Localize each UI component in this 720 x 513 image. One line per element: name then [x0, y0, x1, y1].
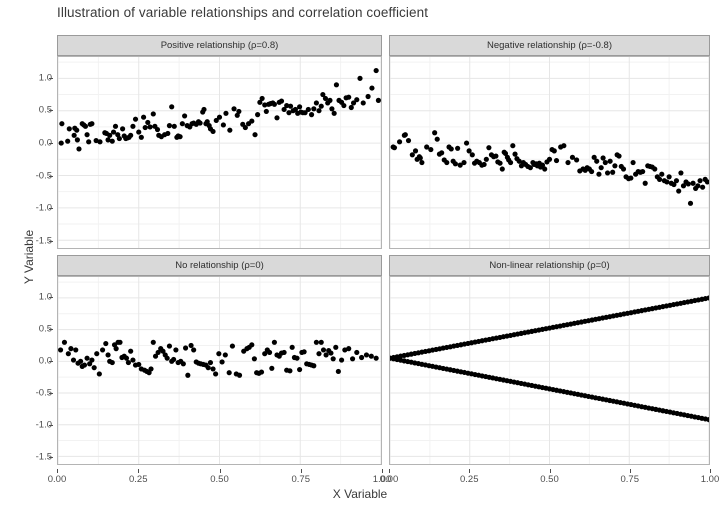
x-tick-label: 1.00: [372, 474, 392, 485]
y-tick-label: 0.0: [38, 355, 52, 367]
x-tick-label: 1.00: [700, 474, 720, 485]
x-tick-mark: [382, 469, 383, 473]
scatter-points: [390, 295, 709, 423]
panel-plot-area: [58, 57, 381, 248]
x-tick-mark: [710, 469, 711, 473]
x-tick-mark: [138, 469, 140, 473]
x-tick-label: 0.50: [210, 474, 229, 485]
scatter-points: [58, 68, 381, 152]
facet-nonlinear: Non-linear relationship (ρ=0): [389, 255, 710, 465]
scatter-points: [58, 339, 379, 378]
y-tick-mark: [49, 361, 53, 362]
y-tick-label: -1.0: [35, 419, 52, 431]
facet-label: Negative relationship (ρ=-0.8): [486, 40, 612, 51]
x-tick-label: 0.75: [291, 474, 311, 485]
y-axis-ticks: 1.0 1.0 0.5 0.5 0.0 0.0 -0.5 -0.5 -1.0 -1.0 -1.5 -1…: [0, 0, 53, 513]
y-tick-label: 0.0: [38, 137, 52, 149]
x-tick-label: 0.00: [47, 474, 67, 485]
x-axis-ticks-left: 0.00 0.25 0.50 0.75 1.00: [48, 469, 391, 487]
y-tick-mark: [49, 110, 53, 111]
x-tick-label: 0.25: [460, 474, 479, 485]
y-tick-mark: [49, 457, 53, 458]
y-tick-label: 0.5: [38, 104, 52, 116]
x-tick-mark: [469, 469, 471, 473]
y-tick-label: 1.0: [38, 291, 52, 303]
panel-plot-area: [58, 277, 381, 464]
x-tick-label: 0.25: [129, 474, 148, 485]
y-tick-mark: [49, 208, 53, 209]
y-tick-label: -1.5: [35, 451, 52, 463]
x-tick-mark: [219, 469, 221, 473]
y-tick-label: -1.5: [35, 235, 52, 247]
facet-label: Non-linear relationship (ρ=0): [489, 260, 610, 271]
y-tick-label: 1.0: [38, 72, 52, 84]
panel-negative: [389, 56, 710, 249]
y-tick-mark: [49, 143, 53, 144]
panel-nonlinear: [389, 276, 710, 465]
x-axis-ticks-right: 0.00 0.25 0.50 0.75 1.00: [380, 469, 719, 487]
x-axis-title: X Variable: [332, 487, 388, 501]
y-tick-mark: [49, 176, 53, 177]
page-title: Illustration of variable relationships a…: [57, 5, 429, 20]
panel-plot-area: [390, 277, 709, 464]
facet-strip-positive: Positive relationship (ρ=0.8): [57, 35, 382, 56]
x-tick-mark: [549, 469, 551, 473]
facet-strip-nonlinear: Non-linear relationship (ρ=0): [389, 255, 710, 276]
facet-none: No relationship (ρ=0): [57, 255, 382, 465]
x-tick-label: 0.00: [379, 474, 399, 485]
y-tick-label: 0.5: [38, 323, 52, 335]
x-tick-label: 0.50: [540, 474, 559, 485]
facet-strip-none: No relationship (ρ=0): [57, 255, 382, 276]
y-tick-mark: [49, 329, 53, 330]
scatter-points: [390, 130, 709, 206]
x-tick-mark: [300, 469, 302, 473]
y-tick-mark: [49, 78, 53, 79]
x-tick-mark: [389, 469, 390, 473]
y-tick-mark: [49, 425, 53, 426]
x-tick-mark: [57, 469, 58, 473]
y-tick-label: -1.0: [35, 202, 52, 214]
facet-negative: Negative relationship (ρ=-0.8): [389, 35, 710, 249]
y-tick-label: -0.5: [35, 387, 52, 399]
panel-plot-area: [390, 57, 709, 248]
facet-label: Positive relationship (ρ=0.8): [160, 40, 279, 51]
panel-positive: [57, 56, 382, 249]
facet-label: No relationship (ρ=0): [175, 260, 264, 271]
y-tick-label: -0.5: [35, 170, 52, 182]
panel-none: [57, 276, 382, 465]
y-tick-mark: [49, 297, 53, 298]
x-tick-label: 0.75: [620, 474, 640, 485]
facet-positive: Positive relationship (ρ=0.8): [57, 35, 382, 249]
x-tick-mark: [629, 469, 631, 473]
facet-strip-negative: Negative relationship (ρ=-0.8): [389, 35, 710, 56]
y-tick-mark: [49, 393, 53, 394]
y-tick-mark: [49, 241, 53, 242]
